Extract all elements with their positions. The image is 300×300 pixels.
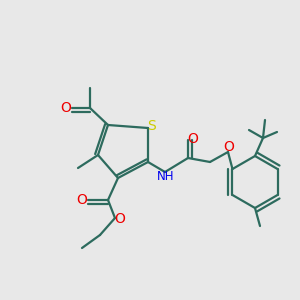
Text: O: O [76,193,87,207]
Text: NH: NH [157,170,175,184]
Text: O: O [188,132,198,146]
Text: S: S [148,119,156,133]
Text: O: O [224,140,234,154]
Text: O: O [61,101,71,115]
Text: O: O [115,212,125,226]
